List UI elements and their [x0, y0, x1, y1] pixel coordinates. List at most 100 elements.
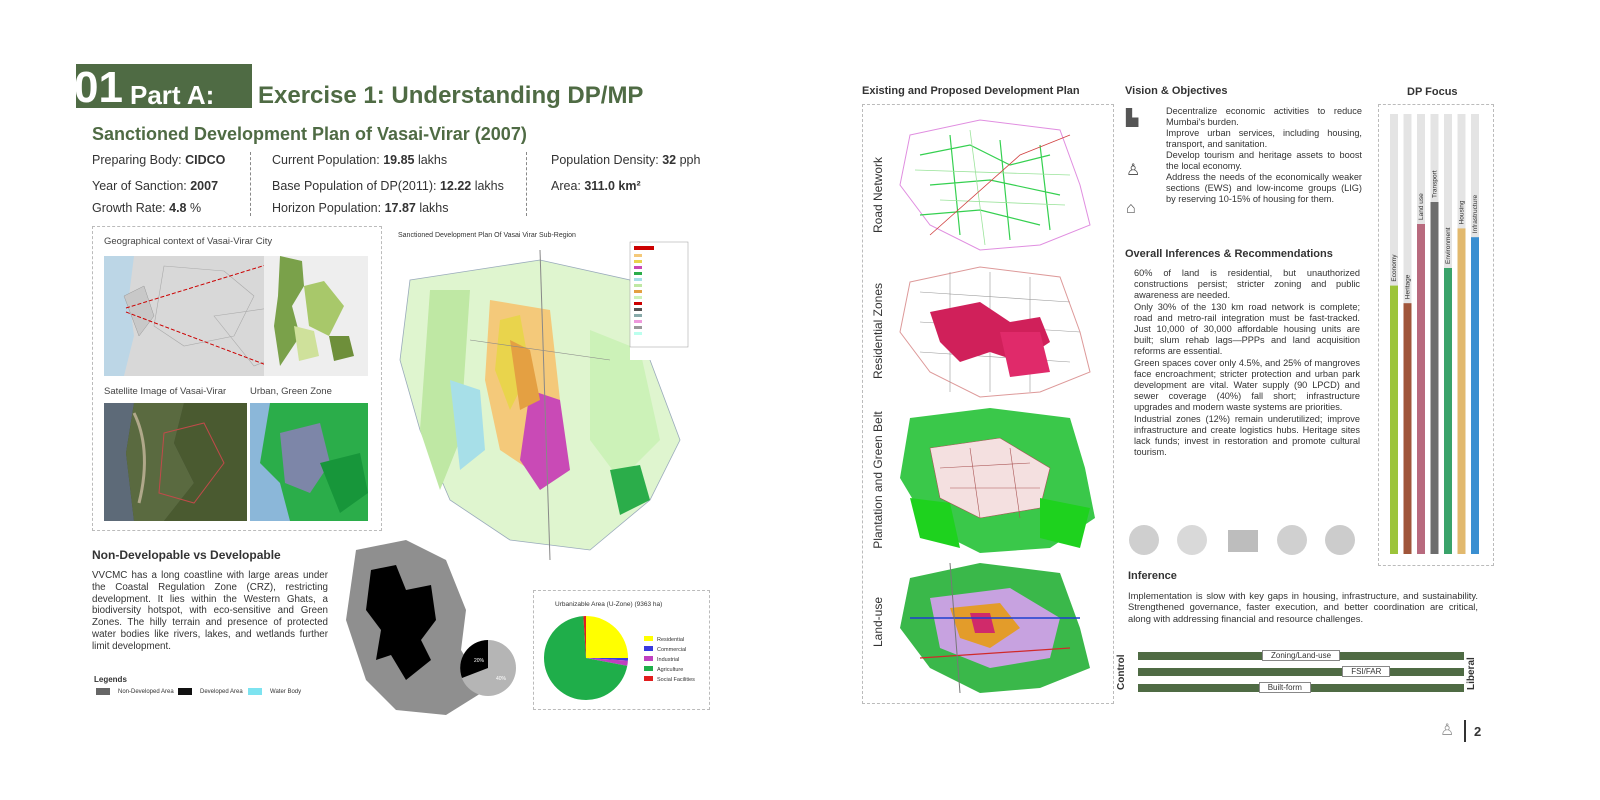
- nondev-text: VVCMC has a long coastline with large ar…: [92, 570, 328, 652]
- user-icon: ♙: [1440, 722, 1455, 739]
- gauge-liberal-label: Liberal: [1466, 657, 1477, 690]
- land-use-map: [900, 562, 1090, 694]
- pie-label-nondeveloped: 40%: [496, 676, 507, 682]
- dp-focus-bar-economy: [1390, 285, 1398, 554]
- legend-water-body: Water Body: [248, 688, 301, 695]
- vision-item: Decentralize economic activities to redu…: [1166, 106, 1362, 127]
- inferences-title: Overall Inferences & Recommendations: [1125, 248, 1333, 260]
- gauge-row-label: Zoning/Land-use: [1262, 650, 1341, 661]
- middle-title: Existing and Proposed Development Plan: [862, 85, 1080, 97]
- dp-focus-label: Infrastructure: [1472, 195, 1479, 234]
- nondev-title: Non-Developable vs Developable: [92, 548, 281, 562]
- house-hand-icon: ⌂: [1126, 200, 1136, 217]
- title-block: [76, 64, 252, 108]
- vision-item: Address the needs of the economically we…: [1166, 172, 1362, 204]
- pie-legend-swatch: [644, 646, 653, 651]
- pie-slice-agriculture: [544, 616, 628, 700]
- dp-focus-panel: [1378, 104, 1494, 566]
- gauge-track: [1138, 668, 1464, 676]
- dp-focus-label: Land use: [1418, 193, 1425, 220]
- vision-item: Improve urban services, including housin…: [1166, 128, 1362, 149]
- middle-panel: [862, 104, 1114, 704]
- page-number: 2: [1474, 724, 1482, 739]
- pie-legend-label: Industrial: [657, 657, 679, 663]
- dp-focus-title: DP Focus: [1407, 86, 1458, 98]
- pie-legend-label: Social Facilities: [657, 677, 695, 683]
- stat-density: Population Density: 32 pph: [551, 153, 701, 167]
- pie-legend-label: Commercial: [657, 647, 686, 653]
- inferences-list: 60% of land is residential, but unauthor…: [1134, 268, 1360, 458]
- label-road-network: Road Network: [871, 156, 885, 234]
- satellite-title: Satellite Image of Vasai-Virar: [104, 386, 227, 397]
- inference-item: 60% of land is residential, but unauthor…: [1134, 268, 1360, 301]
- dp-focus-bar-infrastructure: [1471, 237, 1479, 554]
- dp-focus-label: Transport: [1432, 170, 1439, 198]
- nondev-map: 20% 40%: [336, 540, 521, 720]
- pie-label-developed: 20%: [474, 658, 485, 664]
- label-residential-zones: Residential Zones: [871, 282, 885, 380]
- pie-slice-commercial: [586, 658, 628, 661]
- inference-text: Implementation is slow with key gaps in …: [1128, 590, 1478, 624]
- sanctioned-plan-map: [390, 240, 690, 570]
- label-land-use: Land-use: [871, 596, 885, 648]
- city-transport-icon: [1177, 525, 1207, 555]
- label-plantation: Plantation and Green Belt: [871, 411, 885, 549]
- nondev-pie-developed: [460, 640, 488, 678]
- dp-focus-bar-land-use: [1417, 224, 1425, 554]
- vision-item: Develop tourism and heritage assets to b…: [1166, 150, 1362, 171]
- legend-developed: Developed Area: [178, 688, 243, 695]
- pie-legend-swatch: [644, 636, 653, 641]
- legend-non-developed: Non-Developed Area: [96, 688, 174, 695]
- vision-title: Vision & Objectives: [1125, 85, 1228, 97]
- pie-slice-residential: [586, 616, 628, 658]
- people-icon: ♙: [1126, 162, 1141, 179]
- satellite-image: [104, 403, 247, 521]
- dp-focus-label: Economy: [1391, 254, 1398, 282]
- stat-current-pop: Current Population: 19.85 lakhs: [272, 153, 448, 167]
- page-subtitle: Sanctioned Development Plan of Vasai-Vir…: [92, 124, 527, 144]
- inference-title: Inference: [1128, 570, 1177, 582]
- gears-icon: [1277, 525, 1307, 555]
- residential-zones-map: [899, 266, 1091, 398]
- dp-focus-bar-environment: [1444, 268, 1452, 554]
- plantation-green-belt-map: [900, 408, 1095, 553]
- section-number: 01: [74, 63, 123, 112]
- urbanizable-chart: Residential Commercial Industrial Agricultu…: [544, 616, 695, 700]
- inference-item: Green spaces cover only 4.5%, and 25% of…: [1134, 357, 1360, 413]
- urban-green-map: [250, 403, 368, 521]
- inference-item: Only 30% of the 130 km road network is c…: [1134, 301, 1360, 357]
- dp-focus-bar-housing: [1457, 228, 1466, 554]
- stat-preparing-body: Preparing Body: CIDCO: [92, 153, 226, 167]
- dp-focus-label: Housing: [1459, 200, 1466, 224]
- vision-list: Decentralize economic activities to redu…: [1166, 106, 1362, 205]
- divider: [526, 152, 527, 216]
- exercise-title: Exercise 1: Understanding DP/MP: [258, 82, 644, 109]
- gauge-row-label: FSI/FAR: [1342, 666, 1391, 677]
- maps-panel: [92, 226, 382, 531]
- dp-focus-bar-transport: [1430, 202, 1439, 554]
- pie-legend-swatch: [644, 676, 653, 681]
- globe-icon: [1129, 525, 1159, 555]
- urbanizable-panel: [533, 590, 710, 710]
- pie-slice-social-facilities: [583, 616, 586, 658]
- buildings-icon: [1228, 530, 1258, 552]
- pie-legend-swatch: [644, 656, 653, 661]
- inference-item: Industrial zones (12%) remain underutili…: [1134, 413, 1360, 458]
- urbanizable-title: Urbanizable Area (U-Zone) (9363 ha): [555, 601, 663, 608]
- stat-horizon-pop: Horizon Population: 17.87 lakhs: [272, 201, 449, 215]
- theme-icons-row: [1128, 522, 1368, 560]
- legends-title: Legends: [94, 675, 127, 684]
- page-divider: [1464, 720, 1466, 742]
- stat-growth: Growth Rate: 4.8 %: [92, 201, 202, 215]
- dp-focus-chart: Economy Heritage Land use Transport Environm…: [1390, 114, 1479, 554]
- part-title: Part A:: [130, 80, 215, 110]
- geo-context-map: [104, 256, 368, 376]
- control-liberal-gauge: Zoning/Land-use FSI/FAR Built-form: [1138, 650, 1464, 693]
- urban-green-title: Urban, Green Zone: [250, 386, 332, 397]
- pie-legend-label: Agriculture: [657, 667, 683, 673]
- divider: [250, 152, 251, 216]
- stat-area: Area: 311.0 km²: [551, 179, 641, 193]
- dp-focus-label: Environment: [1445, 227, 1452, 264]
- gauge-row-label: Built-form: [1258, 682, 1311, 693]
- stat-year: Year of Sanction: 2007: [92, 179, 219, 193]
